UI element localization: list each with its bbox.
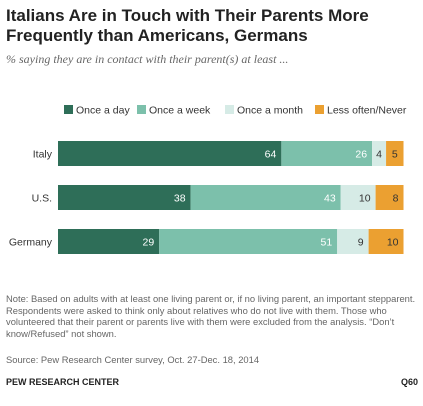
data-label: 4 (376, 149, 382, 161)
footer-code: Q60 (400, 377, 418, 387)
legend-label: Once a day (76, 105, 130, 117)
data-label: 10 (359, 193, 371, 205)
data-label: 9 (358, 237, 364, 249)
bar-segment (190, 185, 341, 210)
footer: PEW RESEARCH CENTER Q60 (6, 377, 418, 387)
data-label: 38 (174, 193, 186, 205)
bar-segment (58, 141, 282, 166)
category-label: U.S. (32, 193, 52, 205)
data-label: 8 (393, 193, 399, 205)
legend-label: Once a month (237, 105, 303, 117)
data-label: 26 (355, 149, 367, 161)
bar-segment (372, 141, 387, 166)
chart-source: Source: Pew Research Center survey, Oct.… (6, 354, 260, 365)
chart-subtitle: % saying they are in contact with their … (6, 52, 289, 66)
footer-org: PEW RESEARCH CENTER (6, 377, 120, 387)
data-label: 10 (387, 237, 399, 249)
legend-label: Less often/Never (327, 105, 407, 117)
data-label: 29 (143, 237, 155, 249)
legend-swatch (315, 105, 324, 114)
bar-segment (368, 229, 404, 254)
stacked-bar-chart: Once a day Once a week Once a month Less of… (9, 105, 407, 254)
bar-segment (58, 229, 160, 254)
legend-swatch (225, 105, 234, 114)
bar-segment (58, 185, 191, 210)
bar-segment (337, 229, 369, 254)
bar-segment (281, 141, 373, 166)
data-label: 5 (392, 149, 398, 161)
legend-swatch (137, 105, 146, 114)
category-label: Germany (9, 237, 53, 249)
bar-segment (159, 229, 338, 254)
legend-label: Once a week (149, 105, 211, 117)
data-label: 51 (321, 237, 333, 249)
bar-segment (340, 185, 376, 210)
category-label: Italy (33, 149, 53, 161)
legend-swatch (64, 105, 73, 114)
data-label: 43 (324, 193, 336, 205)
data-label: 64 (265, 149, 277, 161)
bar-segment (386, 141, 404, 166)
bar-segment (375, 185, 404, 210)
chart-title: Italians Are in Touch with Their Parents… (6, 6, 369, 45)
chart-note: Note: Based on adults with at least one … (6, 293, 416, 339)
